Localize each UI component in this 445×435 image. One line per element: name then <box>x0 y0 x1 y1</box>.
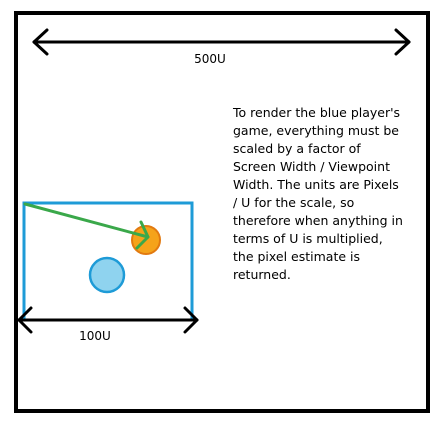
world-width-label: 500U <box>194 52 226 66</box>
viewport-width-arrow <box>17 306 199 334</box>
viewport-width-label: 100U <box>79 329 111 343</box>
explanation-note: To render the blue player's game, everyt… <box>233 105 403 282</box>
world-width-arrow <box>32 28 411 56</box>
sight-line-arrow <box>23 202 150 250</box>
blue-player <box>88 256 126 294</box>
world-frame <box>14 11 430 413</box>
